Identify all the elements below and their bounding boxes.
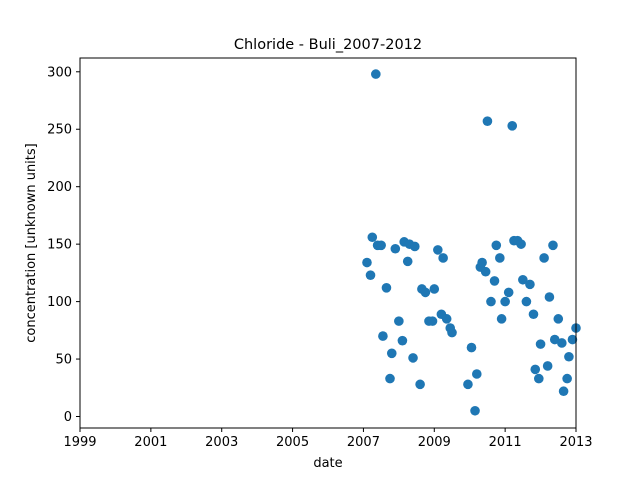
data-point <box>553 314 564 324</box>
data-point <box>542 361 553 371</box>
data-point <box>495 253 505 263</box>
y-tick-label: 150 <box>47 238 72 253</box>
data-point <box>371 69 381 79</box>
data-point <box>489 276 500 286</box>
data-point <box>415 379 425 390</box>
data-point <box>463 379 473 390</box>
x-tick-label: 2007 <box>347 435 380 450</box>
data-point <box>376 240 386 251</box>
data-point <box>365 270 376 280</box>
x-tick-label: 2011 <box>489 435 522 450</box>
data-point <box>367 232 378 243</box>
data-point <box>427 316 438 326</box>
data-point <box>516 239 526 249</box>
data-point <box>394 316 404 326</box>
data-point <box>397 335 408 346</box>
data-point <box>549 334 560 345</box>
data-point <box>544 292 555 302</box>
data-point <box>441 314 452 324</box>
data-point <box>525 279 535 290</box>
data-point <box>381 283 392 293</box>
y-axis-label: concentration [unknown units] <box>24 143 39 342</box>
data-point <box>386 348 397 359</box>
data-point <box>438 253 448 263</box>
data-point <box>472 369 482 379</box>
plot-frame <box>79 57 577 429</box>
y-tick-label: 100 <box>47 295 72 310</box>
data-point <box>486 296 496 307</box>
data-point <box>408 353 418 363</box>
data-point <box>480 266 491 277</box>
data-point <box>496 314 507 324</box>
y-tick-label: 50 <box>55 353 72 368</box>
data-point <box>507 120 518 131</box>
data-point <box>562 373 572 384</box>
data-point <box>521 296 532 307</box>
data-point <box>362 257 372 268</box>
data-points <box>362 69 581 416</box>
x-tick-label: 2013 <box>559 435 592 450</box>
data-point <box>491 240 502 251</box>
data-point <box>447 327 457 338</box>
y-tick-label: 250 <box>47 123 72 138</box>
data-point <box>410 241 420 252</box>
y-axis-ticks: 0 50 100 150 200 250 300 <box>47 65 80 425</box>
x-axis-label: date <box>313 456 342 471</box>
x-tick-label: 2001 <box>134 435 167 450</box>
y-tick-label: 200 <box>47 180 72 195</box>
x-tick-label: 2009 <box>418 435 451 450</box>
data-point <box>528 309 539 320</box>
data-point <box>557 338 567 348</box>
y-tick-label: 300 <box>47 65 72 80</box>
data-point <box>420 287 431 298</box>
x-tick-label: 2005 <box>276 435 309 450</box>
data-point <box>548 240 558 251</box>
data-point <box>385 373 395 384</box>
data-point <box>378 331 388 341</box>
data-point <box>503 287 514 298</box>
x-tick-label: 2003 <box>205 435 238 450</box>
data-point <box>500 296 510 307</box>
data-point <box>482 116 493 126</box>
data-point <box>558 386 569 397</box>
data-point <box>470 405 480 416</box>
data-point <box>402 256 413 267</box>
data-point <box>433 245 443 255</box>
data-point <box>390 243 401 254</box>
data-point <box>534 373 544 384</box>
data-point <box>530 364 541 375</box>
data-point <box>466 342 477 353</box>
data-point <box>518 274 528 285</box>
data-point <box>535 339 546 349</box>
x-tick-label: 1999 <box>63 435 96 450</box>
data-point <box>477 257 487 268</box>
data-point <box>429 284 440 294</box>
data-point <box>564 351 574 362</box>
chart-title: Chloride - Buli_2007-2012 <box>234 37 422 53</box>
x-axis-ticks: 1999 2001 2003 2005 2007 2009 2011 2013 <box>63 428 593 450</box>
data-point <box>567 334 578 345</box>
data-point <box>539 253 549 263</box>
y-tick-label: 0 <box>64 410 72 425</box>
